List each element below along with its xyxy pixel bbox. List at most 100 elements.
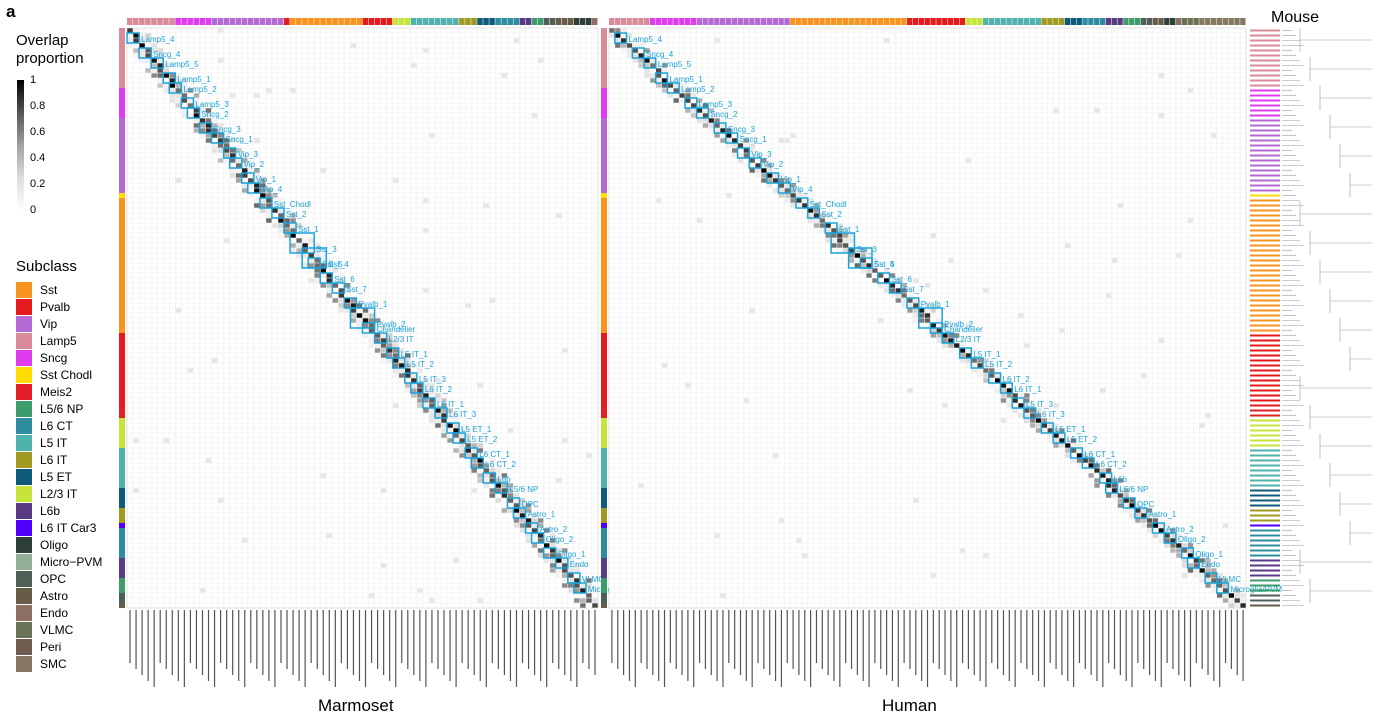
row-subclass-cell: [601, 273, 607, 278]
heatmap-cell: [531, 513, 538, 518]
heatmap-cell: [848, 258, 855, 263]
heatmap-cell: [1106, 473, 1112, 478]
heatmap-cell: [1123, 508, 1129, 513]
heatmap-cell: [1030, 413, 1036, 418]
heatmap-cell: [157, 53, 163, 58]
heatmap-cell: [483, 478, 490, 483]
heatmap-cell: [685, 88, 691, 93]
heatmap-cell: [632, 43, 638, 48]
row-subclass-cell: [601, 158, 607, 163]
row-subclass-cell: [119, 433, 125, 438]
heatmap-cell: [1024, 418, 1030, 423]
cluster-label: Oligo_2: [1178, 535, 1206, 544]
column-subclass-cell: [1240, 18, 1246, 25]
heatmap-cell: [326, 263, 333, 268]
cluster-label: Sst_1: [298, 225, 319, 234]
heatmap-cell: [1094, 458, 1100, 463]
cluster-label: L5 ET_2: [467, 435, 498, 444]
heatmap-cell: [423, 403, 429, 408]
heatmap-cell: [878, 268, 884, 273]
heatmap-cell: [374, 338, 381, 343]
column-subclass-cell: [1205, 18, 1211, 25]
cluster-label: L5 IT_1: [973, 350, 1001, 359]
heatmap-cell: [199, 103, 206, 108]
heatmap-cell: [1135, 503, 1141, 508]
heatmap-cell: [411, 63, 417, 68]
heatmap-cell: [471, 443, 477, 448]
heatmap-cell: [1182, 548, 1188, 553]
heatmap-cell: [562, 438, 568, 443]
heatmap-cell: [344, 303, 351, 308]
heatmap-cell: [732, 133, 738, 138]
heatmap-cell: [685, 383, 691, 388]
row-subclass-cell: [601, 438, 607, 443]
heatmap-cell: [656, 73, 662, 78]
row-subclass-cell: [601, 208, 607, 213]
heatmap-cell: [308, 263, 314, 268]
heatmap-cell: [489, 478, 496, 483]
column-subclass-cell: [959, 18, 965, 25]
heatmap-cell: [332, 293, 339, 298]
heatmap-cell: [924, 303, 931, 308]
heatmap-cell: [435, 418, 441, 423]
heatmap-cell: [175, 73, 182, 78]
cluster-box: [434, 407, 448, 419]
cluster-box: [1069, 447, 1084, 459]
heatmap-cell: [1100, 463, 1106, 468]
heatmap-cell: [338, 298, 345, 303]
heatmap-cell: [732, 128, 738, 133]
heatmap-cell: [860, 268, 866, 273]
row-subclass-cell: [119, 343, 125, 348]
heatmap-cell: [1041, 428, 1048, 433]
column-subclass-cell: [831, 18, 837, 25]
row-subclass-cell: [601, 228, 607, 233]
heatmap-cell: [562, 553, 568, 558]
heatmap-cell: [638, 48, 644, 53]
column-subclass-cell: [531, 18, 538, 25]
heatmap-cell: [586, 588, 592, 593]
row-subclass-cell: [601, 98, 607, 103]
heatmap-cell: [507, 498, 514, 503]
heatmap-cell: [930, 233, 936, 238]
heatmap-cell: [175, 78, 182, 83]
heatmap-cell: [807, 203, 814, 208]
heatmap-cell: [1211, 588, 1217, 593]
legend-label: Peri: [40, 640, 62, 654]
heatmap-cell: [489, 298, 496, 303]
heatmap-cell: [411, 393, 417, 398]
heatmap-cell: [447, 428, 453, 433]
heatmap-cell: [667, 73, 673, 78]
cluster-box: [1104, 482, 1119, 494]
heatmap-cell: [696, 113, 703, 118]
heatmap-cell: [860, 248, 866, 253]
heatmap-cell: [749, 158, 755, 163]
cluster-box: [795, 197, 809, 209]
column-subclass-cell: [1012, 18, 1018, 25]
heatmap-cell: [1012, 388, 1018, 393]
heatmap-cell: [193, 128, 200, 133]
heatmap-cell: [217, 158, 224, 163]
heatmap-cell: [1135, 518, 1141, 523]
heatmap-cell: [525, 538, 532, 543]
heatmap-cell: [749, 143, 755, 148]
heatmap-cell: [609, 38, 615, 43]
heatmap-cell: [344, 293, 351, 298]
column-subclass-cell: [667, 18, 673, 25]
row-subclass-cell: [601, 583, 607, 588]
heatmap-cell: [362, 308, 369, 313]
row-subclass-cell: [119, 153, 125, 158]
cluster-box: [1040, 422, 1054, 434]
heatmap-cell: [362, 303, 369, 308]
row-subclass-cell: [119, 453, 125, 458]
heatmap-cell: [615, 43, 621, 48]
heatmap-cell: [942, 403, 948, 408]
column-subclass-cell: [447, 18, 453, 25]
row-subclass-cell: [601, 38, 607, 43]
heatmap-cell: [872, 263, 878, 268]
heatmap-cell: [489, 483, 496, 488]
heatmap-cell: [1024, 413, 1030, 418]
heatmap-cell: [796, 208, 802, 213]
column-subclass-cell: [930, 18, 936, 25]
heatmap-cell: [453, 448, 459, 453]
